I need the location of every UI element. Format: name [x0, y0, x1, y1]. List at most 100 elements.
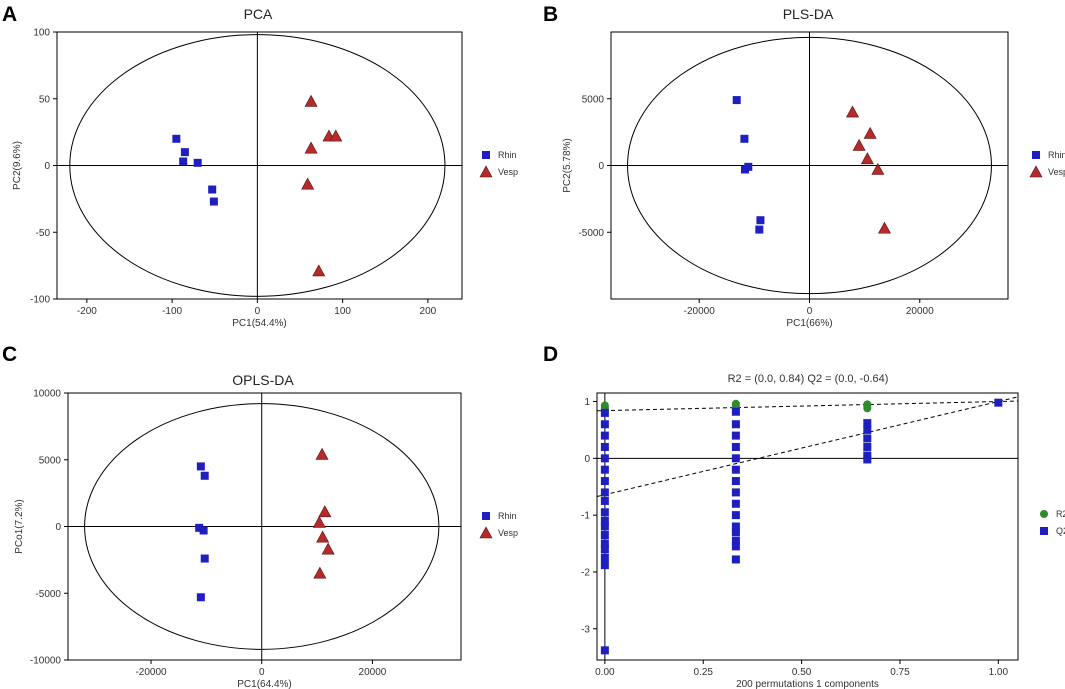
point-vesp	[315, 447, 329, 460]
point-rhin	[200, 471, 209, 480]
y-tick-label: -5000	[35, 589, 61, 600]
point-q2	[600, 465, 609, 474]
point-rhin	[740, 134, 749, 143]
series-C-Vesp	[312, 447, 335, 579]
x-axis-label-A: PC1(54.4%)	[232, 318, 286, 329]
x-tick-label: -20000	[684, 306, 716, 317]
y-tick-label: 0	[55, 522, 61, 533]
point-vesp	[312, 264, 326, 277]
x-tick-label: 100	[334, 306, 351, 317]
point-vesp	[301, 177, 315, 190]
point-rhin	[740, 165, 749, 174]
panel-letter-C: C	[2, 343, 17, 366]
point-rhin	[208, 185, 217, 194]
x-tick-label: 20000	[906, 306, 934, 317]
point-q2	[731, 465, 740, 474]
y-tick-label: 0	[598, 161, 604, 172]
point-vesp	[846, 105, 860, 118]
y-tick-label: -1	[581, 511, 590, 522]
point-q2	[731, 420, 740, 429]
series-C-Rhin	[195, 462, 209, 602]
point-rhin	[199, 526, 208, 535]
series-B-Rhin	[732, 96, 765, 234]
plot-frame-D	[596, 392, 1019, 661]
legend-label-rhin: Rhin	[498, 511, 517, 521]
point-q2	[731, 511, 740, 520]
point-q2	[863, 434, 872, 443]
x-tick-label: 200	[420, 306, 437, 317]
legend-marker-vesp	[1029, 165, 1043, 178]
legend-C: Rhin Vesp	[479, 511, 518, 539]
point-rhin	[200, 554, 209, 563]
point-q2	[731, 431, 740, 440]
point-q2	[600, 522, 609, 531]
y-tick-label: 0	[584, 454, 590, 465]
series-A-Rhin	[172, 134, 218, 206]
legend-marker-q2	[1040, 527, 1048, 535]
legend-marker-vesp	[479, 526, 493, 539]
point-q2	[731, 488, 740, 497]
y-tick-label: -100	[30, 295, 50, 306]
point-rhin	[732, 96, 741, 105]
y-tick-label: 50	[39, 94, 51, 105]
plot-area-B	[611, 32, 1008, 299]
point-rhin	[196, 593, 205, 602]
x-axis-label-C: PC1(64.4%)	[237, 679, 291, 689]
y-tick-label: 0	[44, 161, 50, 172]
panel-letter-B: B	[543, 3, 558, 26]
point-rhin	[172, 134, 181, 143]
y-tick-label: -10000	[30, 656, 62, 667]
point-q2	[731, 522, 740, 531]
point-q2	[600, 420, 609, 429]
panel-D: D R2 = (0.0, 0.84) Q2 = (0.0, -0.64) 0.00 0…	[543, 343, 1065, 689]
point-rhin	[180, 148, 189, 157]
panel-A: A PCA -200 -100 0 100 200 -100 -50 0 50 100 PC1(54.4…	[2, 3, 518, 329]
point-vesp	[318, 505, 332, 518]
chart-title-A: PCA	[244, 6, 273, 22]
chart-title-C: OPLS-DA	[232, 372, 294, 388]
legend-label-r2: R2	[1056, 509, 1065, 519]
y-tick-label: -2	[581, 567, 590, 578]
point-q2	[731, 536, 740, 545]
y-tick-label: -50	[36, 228, 51, 239]
point-vesp	[863, 126, 877, 139]
point-vesp	[304, 94, 318, 107]
x-tick-label: 0	[807, 306, 813, 317]
point-q2	[731, 407, 740, 416]
x-tick-label: 1.00	[989, 667, 1009, 678]
legend-D: R2 Q2	[1040, 509, 1065, 536]
y-tick-label: -5000	[578, 228, 604, 239]
point-q2	[731, 542, 740, 551]
point-q2	[600, 539, 609, 548]
point-q2	[600, 431, 609, 440]
x-tick-label: 0.25	[693, 667, 713, 678]
point-q2	[863, 442, 872, 451]
point-rhin	[196, 462, 205, 471]
point-q2	[600, 488, 609, 497]
point-q2	[863, 425, 872, 434]
legend-label-vesp: Vesp	[498, 528, 518, 538]
point-rhin	[755, 225, 764, 234]
y-axis-label-C: PCo1(7.2%)	[14, 499, 25, 553]
point-q2	[731, 528, 740, 537]
point-vesp	[313, 566, 327, 579]
point-q2	[731, 499, 740, 508]
series-A-Vesp	[301, 94, 343, 277]
point-rhin	[756, 216, 765, 225]
point-q2	[731, 442, 740, 451]
panel-letter-D: D	[543, 343, 558, 366]
x-tick-label: 0	[255, 306, 261, 317]
confidence-ellipse-C	[84, 403, 440, 650]
y-tick-label: 100	[33, 28, 50, 39]
legend-label-vesp: Vesp	[498, 167, 518, 177]
point-vesp	[316, 530, 330, 543]
plot-area-D	[597, 393, 1018, 660]
point-vesp	[312, 515, 326, 528]
regression-line-Q2	[597, 396, 1018, 498]
y-tick-label: 1	[584, 397, 590, 408]
chart-title-B: PLS-DA	[783, 6, 834, 22]
x-tick-label: -200	[77, 306, 97, 317]
series-D-Q2	[600, 398, 1003, 655]
point-q2	[731, 454, 740, 463]
point-q2	[600, 408, 609, 417]
